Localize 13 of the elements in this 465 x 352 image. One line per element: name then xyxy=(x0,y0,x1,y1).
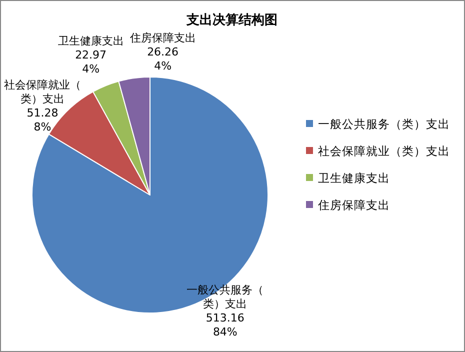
slice-label: 社会保障就业（类）支出 xyxy=(4,78,81,106)
legend-label: 一般公共服务（类）支出 xyxy=(318,117,450,131)
data-label: 51.28 8% xyxy=(26,106,58,134)
slice-label: 一般公共服务（类）支出 xyxy=(186,284,264,311)
legend-label: 住房保障支出 xyxy=(317,198,390,212)
data-label: 22.97 4% xyxy=(75,48,107,76)
data-label: 513.16 84% xyxy=(206,312,244,339)
legend-label: 社会保障就业（类）支出 xyxy=(318,144,450,158)
slice-label: 卫生健康支出 xyxy=(58,34,124,48)
chart-title: 支出决算结构图 xyxy=(186,12,278,28)
slice-label: 住房保障支出 xyxy=(130,31,196,44)
data-label: 26.26 4% xyxy=(147,45,179,72)
legend-label: 卫生健康支出 xyxy=(318,171,390,185)
